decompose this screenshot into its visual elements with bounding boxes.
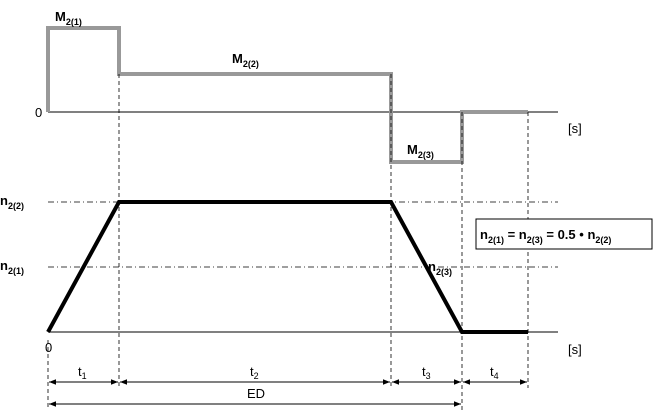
interval-label-t4: t4 — [490, 364, 499, 381]
torque-label-m3: M2(3) — [407, 142, 434, 160]
speed-unit-label: [s] — [568, 342, 582, 357]
interval-label-t1: t1 — [78, 364, 87, 381]
speed-label-n21: n2(1) — [0, 258, 24, 276]
vertical-guides — [47, 74, 529, 410]
formula-text: n2(1) = n2(3) = 0.5 • n2(2) — [480, 227, 611, 245]
torque-zero-label: 0 — [35, 105, 42, 120]
interval-label-ed: ED — [247, 386, 265, 401]
speed-zero-label: 0 — [45, 340, 52, 355]
torque-label-m2: M2(2) — [232, 51, 259, 69]
torque-profile-line — [46, 26, 528, 164]
speed-label-n23: n2(3) — [428, 259, 452, 277]
interval-label-t2: t2 — [250, 364, 259, 381]
torque-label-m1: M2(1) — [55, 9, 82, 27]
speed-reference-lines — [48, 201, 558, 268]
interval-arrows — [49, 379, 527, 407]
speed-profile-line — [46, 200, 528, 334]
speed-label-n22: n2(2) — [0, 193, 24, 211]
torque-unit-label: [s] — [568, 121, 582, 136]
interval-label-t3: t3 — [422, 364, 431, 381]
formula-box — [475, 218, 653, 250]
